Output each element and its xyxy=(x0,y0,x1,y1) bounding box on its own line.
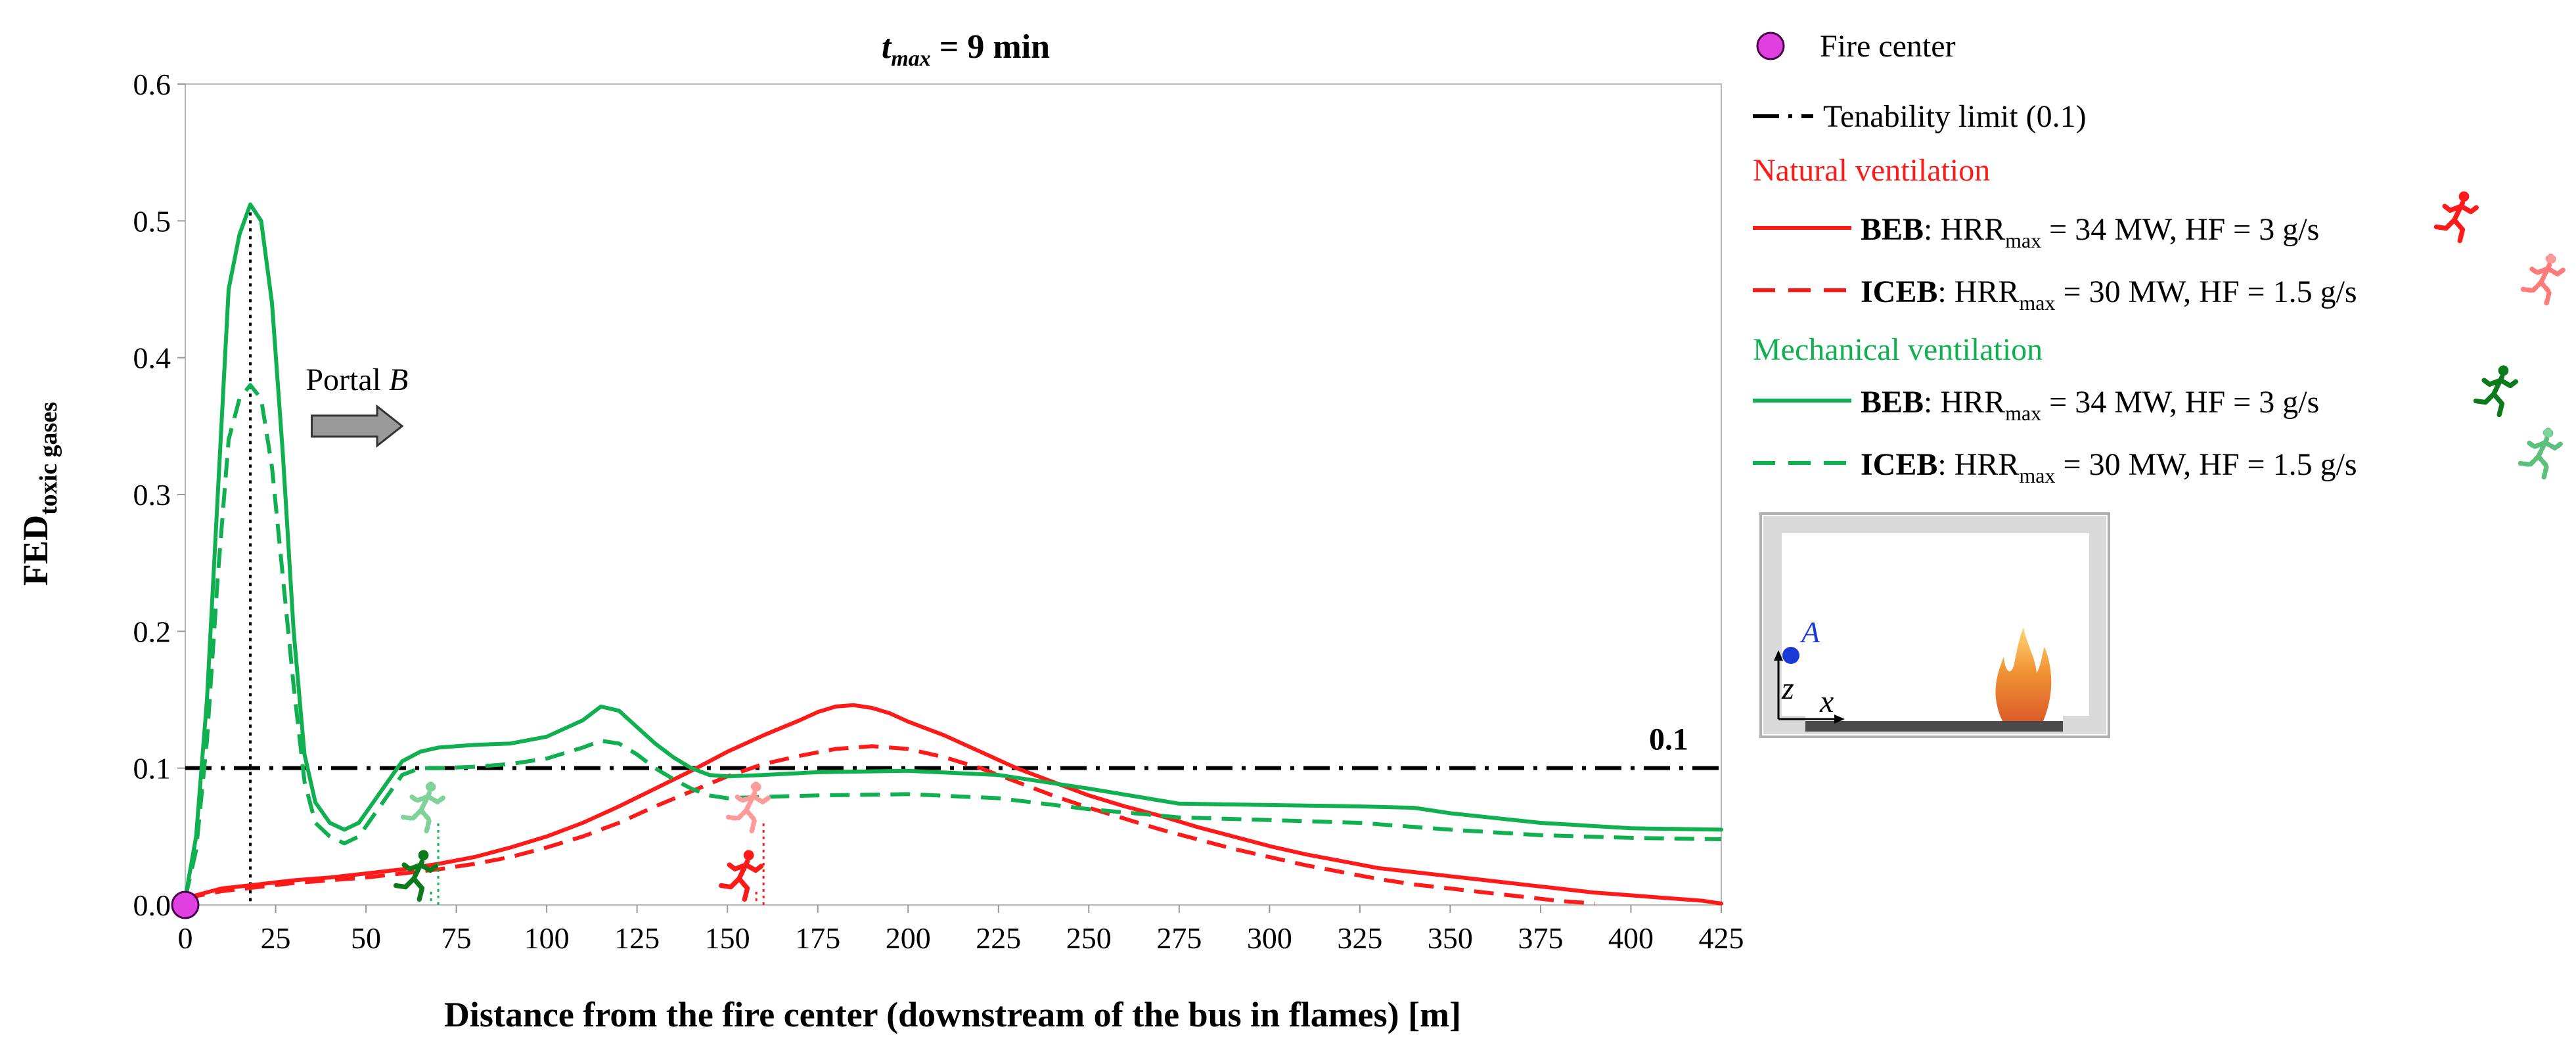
x-tick-label: 0 xyxy=(178,921,193,955)
x-tick-label: 325 xyxy=(1337,921,1382,955)
x-tick-label: 75 xyxy=(441,921,472,955)
legend-fire-center-label: Fire center xyxy=(1820,29,1956,64)
flame-icon xyxy=(1995,627,2052,721)
y-tick-label: 0.1 xyxy=(133,752,171,785)
tunnel-inset: z x A xyxy=(1759,512,2110,738)
evacuee-markers xyxy=(396,782,769,905)
inset-point-a-label: A xyxy=(1799,615,1820,649)
y-tick-label: 0.6 xyxy=(133,68,171,101)
series-line-mechanical-ventilation-iceb xyxy=(183,383,1722,899)
x-tick-label: 125 xyxy=(614,921,660,955)
y-axis-label: FEDtoxic gases xyxy=(16,402,62,586)
inset-x-label: x xyxy=(1819,684,1834,719)
x-tick-label: 300 xyxy=(1247,921,1292,955)
series-line-mechanical-ventilation-beb xyxy=(183,202,1723,900)
inset-z-label: z xyxy=(1781,671,1794,706)
x-tick-label: 50 xyxy=(351,921,381,955)
legend-natural-iceb-runner-icon xyxy=(2523,254,2564,303)
x-tick-label: 175 xyxy=(795,921,840,955)
x-tick-label: 350 xyxy=(1428,921,1473,955)
x-axis: 0 25 50 75 100 125 150 175 200 225 250 275 300 325 350… xyxy=(178,905,1744,955)
x-tick-label: 275 xyxy=(1156,921,1202,955)
portal-arrow xyxy=(311,404,404,448)
y-tick-label: 0.4 xyxy=(133,341,171,375)
portal-annotation: Portal B xyxy=(305,362,408,448)
tunnel-road xyxy=(1805,721,2063,732)
legend-mechanical-beb-runner-icon xyxy=(2476,366,2516,415)
legend: Fire center Tenability limit (0.1) Natur… xyxy=(1753,29,2563,487)
x-tick-label: 150 xyxy=(705,921,750,955)
legend-mechanical-iceb-label: ICEB: HRRmax = 30 MW, HF = 1.5 g/s xyxy=(1861,447,2357,487)
evacuee-runner-icon xyxy=(721,850,761,900)
y-tick-label: 0.0 xyxy=(133,889,171,922)
legend-natural-beb-runner-icon xyxy=(2437,192,2477,241)
y-tick-label: 0.5 xyxy=(133,204,171,238)
x-tick-label: 200 xyxy=(886,921,931,955)
series-line-natural-ventilation-iceb xyxy=(185,744,1595,906)
legend-natural-beb-label: BEB: HRRmax = 34 MW, HF = 3 g/s xyxy=(1861,212,2319,252)
legend-group-title-mechanical: Mechanical ventilation xyxy=(1753,332,2043,367)
tenability-label: 0.1 xyxy=(1649,722,1688,757)
y-axis: 0.0 0.1 0.2 0.3 0.4 0.5 0.6 xyxy=(133,68,185,922)
x-tick-label: 425 xyxy=(1699,921,1744,955)
x-tick-label: 25 xyxy=(261,921,291,955)
portal-label: Portal B xyxy=(305,362,408,397)
inset-point-a xyxy=(1782,647,1799,664)
y-tick-label: 0.3 xyxy=(133,478,171,512)
legend-tenability-label: Tenability limit (0.1) xyxy=(1823,99,2087,134)
x-tick-label: 100 xyxy=(524,921,570,955)
x-tick-label: 375 xyxy=(1518,921,1563,955)
tunnel-inset-frame xyxy=(1759,512,2110,738)
series-line-natural-ventilation-beb xyxy=(183,703,1723,906)
evacuee-runner-icon xyxy=(729,782,769,831)
legend-group-title-natural: Natural ventilation xyxy=(1753,153,1990,188)
x-tick-label: 250 xyxy=(1066,921,1112,955)
series-group xyxy=(183,202,1723,906)
x-tick-label: 400 xyxy=(1608,921,1654,955)
legend-fire-center-marker xyxy=(1756,32,1785,60)
legend-natural-iceb-label: ICEB: HRRmax = 30 MW, HF = 1.5 g/s xyxy=(1861,274,2357,315)
legend-mechanical-iceb-runner-icon xyxy=(2521,428,2561,477)
legend-mechanical-beb-label: BEB: HRRmax = 34 MW, HF = 3 g/s xyxy=(1861,385,2319,425)
chart-title: tmax = 9 min xyxy=(882,28,1050,71)
fire-center-marker xyxy=(171,890,200,919)
plot-area xyxy=(185,83,1722,906)
x-tick-label: 225 xyxy=(976,921,1021,955)
evacuee-runner-icon xyxy=(403,782,443,831)
y-tick-label: 0.2 xyxy=(133,615,171,648)
x-axis-label: Distance from the fire center (downstrea… xyxy=(444,995,1461,1034)
